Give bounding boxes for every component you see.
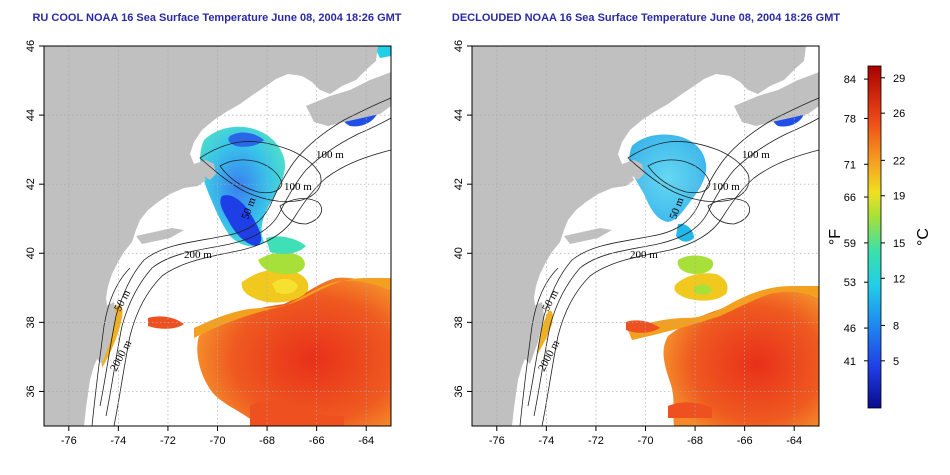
left-map xyxy=(43,45,392,427)
left-lat-tick-label: 40 xyxy=(25,247,37,259)
celsius-tick-label: 29 xyxy=(893,73,905,85)
celsius-tick-label: 5 xyxy=(893,356,899,368)
fahrenheit-label: °F xyxy=(827,229,844,245)
right-lon-tick-label: -64 xyxy=(786,435,802,447)
left-lon-tick-label: -74 xyxy=(110,435,126,447)
fahrenheit-tick-label: 66 xyxy=(844,192,856,204)
celsius-tick-label: 8 xyxy=(893,320,899,332)
right-lon-tick-label: -72 xyxy=(588,435,604,447)
right-lat-tick-label: 42 xyxy=(453,178,465,190)
left-lon-tick-label: -66 xyxy=(309,435,325,447)
right-contour-label: 100 m xyxy=(712,181,740,193)
fahrenheit-tick-label: 41 xyxy=(844,356,856,368)
left-lon-tick-label: -68 xyxy=(259,435,275,447)
celsius-label: °C xyxy=(915,228,932,246)
celsius-tick-label: 19 xyxy=(893,191,905,203)
right-lon-tick-label: -74 xyxy=(538,435,554,447)
fahrenheit-tick-label: 53 xyxy=(844,277,856,289)
right-panel-title: DECLOUDED NOAA 16 Sea Surface Temperatur… xyxy=(452,12,840,24)
celsius-tick-label: 12 xyxy=(893,273,905,285)
right-lon-tick-label: -70 xyxy=(638,435,654,447)
right-lat-tick-label: 40 xyxy=(453,247,465,259)
left-lat-tick-label: 44 xyxy=(25,109,37,121)
left-lon-tick-label: -72 xyxy=(160,435,176,447)
left-contour-label: 100 m xyxy=(316,149,344,161)
left-lon-tick-label: -64 xyxy=(358,435,374,447)
fahrenheit-tick-label: 71 xyxy=(844,159,856,171)
right-lon-tick-label: -66 xyxy=(737,435,753,447)
left-lon-tick-label: -76 xyxy=(61,435,77,447)
colorbar-gradient xyxy=(867,65,882,409)
right-map xyxy=(471,45,820,427)
left-contour-label: 200 m xyxy=(184,249,212,261)
celsius-tick-label: 15 xyxy=(893,238,905,250)
celsius-tick-label: 26 xyxy=(893,108,905,120)
left-lat-tick-label: 42 xyxy=(25,178,37,190)
right-lon-tick-label: -76 xyxy=(489,435,505,447)
right-lat-tick-label: 36 xyxy=(453,385,465,397)
fahrenheit-tick-label: 46 xyxy=(844,323,856,335)
left-lat-tick-label: 36 xyxy=(25,385,37,397)
colorbar: 29 26 22 19 15 12 8 5 84 78 71 66 59 53 46 41 °F °C xyxy=(827,65,932,409)
right-lat-tick-label: 44 xyxy=(453,109,465,121)
left-panel-title: RU COOL NOAA 16 Sea Surface Temperature … xyxy=(32,12,401,24)
fahrenheit-tick-label: 59 xyxy=(844,238,856,250)
left-cold-water xyxy=(200,126,286,247)
left-lon-tick-label: -70 xyxy=(210,435,226,447)
right-cold-water xyxy=(629,134,707,222)
left-lat-tick-label: 46 xyxy=(25,40,37,52)
right-lat-tick-label: 38 xyxy=(453,316,465,328)
fahrenheit-tick-label: 78 xyxy=(844,113,856,125)
right-lon-tick-label: -68 xyxy=(687,435,703,447)
right-contour-label: 200 m xyxy=(630,249,658,261)
celsius-tick-label: 22 xyxy=(893,155,905,167)
left-contour-label: 100 m xyxy=(284,181,312,193)
fahrenheit-tick-label: 84 xyxy=(844,74,856,86)
axis-ticks: -76 -74 -72 -70 -68 -66 -64 36 38 40 42 44 46 -76 -74 -… xyxy=(25,40,802,447)
right-contour-label: 100 m xyxy=(742,149,770,161)
right-lat-tick-label: 46 xyxy=(453,40,465,52)
left-lat-tick-label: 38 xyxy=(25,316,37,328)
